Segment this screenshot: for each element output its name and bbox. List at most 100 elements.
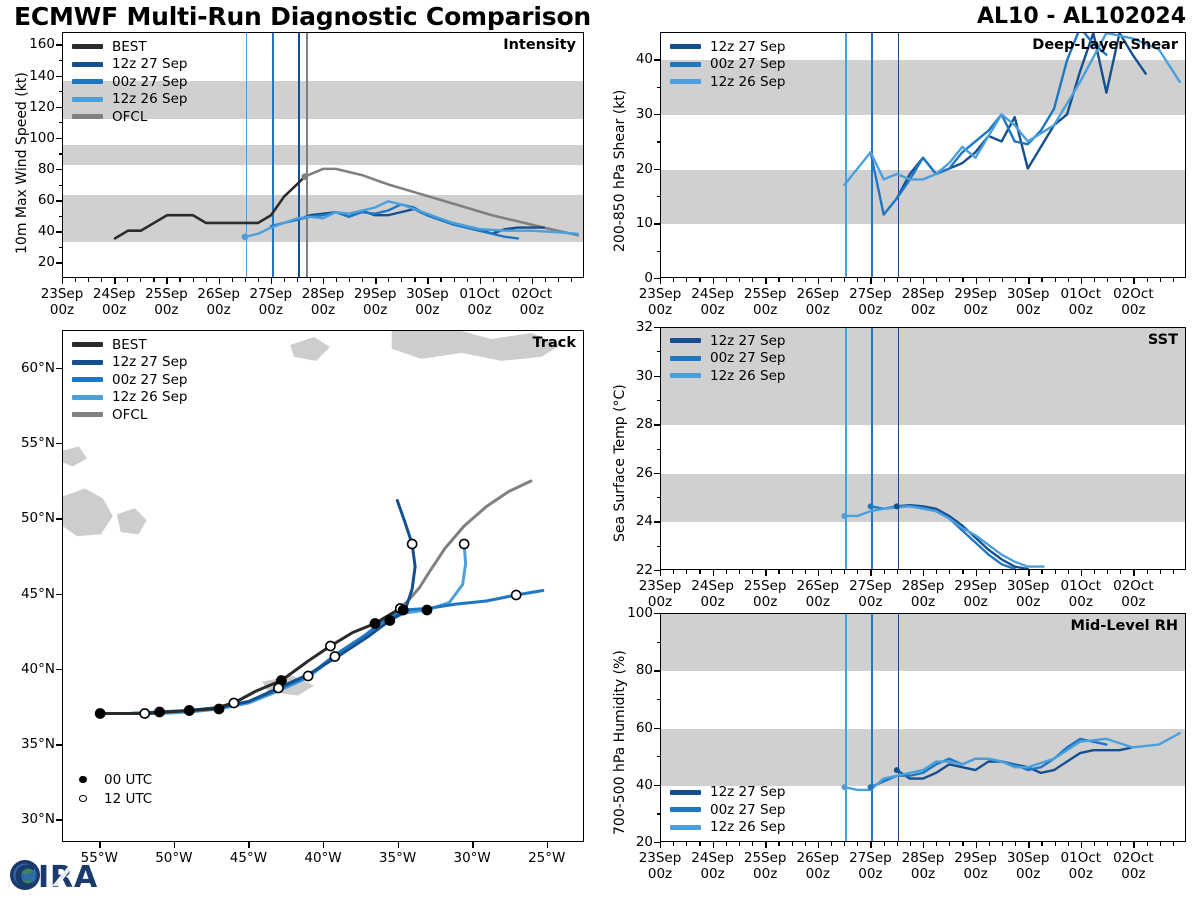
legend-item[interactable]: 00z 27 Sep (670, 801, 785, 819)
x-minor-tick (909, 278, 912, 282)
x-minor-tick (1093, 278, 1096, 282)
track-marker-00utc (397, 604, 409, 616)
legend-item[interactable]: 12z 27 Sep (72, 56, 187, 74)
legend-item[interactable]: 12z 26 Sep (72, 389, 187, 407)
x-tick-mark (1080, 278, 1083, 284)
x-tick-date: 23Sep (638, 850, 682, 866)
legend-item[interactable]: 12z 27 Sep (72, 354, 187, 372)
track-y-tick-mark (56, 518, 62, 520)
x-minor-tick (804, 842, 806, 846)
legend-item[interactable]: 12z 27 Sep (670, 784, 785, 802)
legend-label: 00z 27 Sep (710, 56, 786, 73)
track-marker-12utc (273, 682, 284, 694)
track-line (398, 479, 533, 610)
legend-item[interactable]: 00z 27 Sep (670, 350, 785, 368)
track-marker-12utc (302, 670, 314, 682)
track-x-tick-mark (397, 842, 399, 848)
filled-circle-icon (79, 775, 87, 784)
y-minor-tick (656, 351, 660, 353)
legend-item[interactable]: OFCL (72, 406, 187, 424)
x-tick-date: 02Oct (1113, 286, 1154, 302)
x-tick-date: 25Sep (743, 286, 787, 302)
shaded-band (661, 376, 1185, 426)
x-minor-tick (949, 570, 951, 574)
legend-label: 12z 26 Sep (112, 389, 188, 406)
x-tick-hour: 00z (858, 865, 883, 882)
x-tick-hour: 00z (700, 593, 725, 610)
init-time-line (297, 33, 300, 277)
legend-item[interactable]: 12z 27 Sep (670, 38, 785, 56)
x-minor-tick (673, 278, 675, 282)
shaded-band (661, 473, 1185, 523)
legend-item[interactable]: BEST (72, 38, 187, 56)
x-minor-tick (752, 570, 754, 574)
series-line (843, 731, 1181, 792)
legend-item[interactable]: 00z 27 Sep (72, 73, 187, 91)
x-minor-tick (673, 842, 675, 846)
y-tick-label: 40 (635, 776, 653, 793)
rh-series-lines (841, 731, 1181, 792)
x-tick-label: 23Sep 00z (639, 578, 682, 610)
x-tick-mark (62, 278, 64, 284)
series-line (895, 503, 1029, 569)
track-y-tick-label: 45°N (20, 585, 55, 602)
x-minor-tick (1120, 278, 1122, 282)
x-minor-tick (725, 842, 727, 846)
x-minor-tick (1107, 570, 1109, 574)
y-tick-label: 100 (627, 605, 653, 621)
x-minor-tick (909, 570, 912, 574)
track-y-tick-label: 50°N (20, 510, 55, 527)
track-marker-12utc (406, 538, 418, 550)
x-tick-mark (975, 570, 977, 576)
track-marker-00utc (154, 706, 165, 718)
legend-color-swatch (72, 377, 103, 383)
sst-series-lines (841, 503, 1045, 569)
x-tick-label: 24Sep 00z (691, 850, 734, 882)
track-marker-12utc (458, 538, 470, 550)
track-line (98, 499, 417, 715)
legend-item[interactable]: 12z 27 Sep (670, 332, 785, 350)
legend-item[interactable]: 12z 26 Sep (670, 819, 785, 837)
x-minor-tick (1093, 570, 1096, 574)
legend-item[interactable]: BEST (72, 336, 187, 354)
x-minor-tick (988, 570, 990, 574)
x-minor-tick (791, 570, 793, 574)
y-tick-mark (654, 114, 660, 116)
legend-item[interactable]: 12z 26 Sep (670, 73, 785, 91)
x-minor-tick (804, 278, 806, 282)
legend-item[interactable]: 12z 26 Sep (670, 367, 785, 385)
x-minor-tick (544, 278, 547, 282)
track-marker-00utc (94, 708, 106, 719)
legend-item[interactable]: 00z 27 Sep (72, 371, 187, 389)
x-tick-label: 02Oct 00z (1113, 850, 1154, 882)
intensity-series-lines (113, 167, 580, 241)
x-tick-mark (712, 570, 714, 576)
shaded-band (661, 728, 1185, 786)
x-minor-tick (192, 278, 194, 282)
legend-item[interactable]: 12z 26 Sep (72, 91, 187, 109)
legend-label: BEST (112, 38, 147, 55)
x-minor-tick (830, 842, 833, 846)
track-x-tick-mark (546, 842, 549, 848)
x-minor-tick (1159, 570, 1161, 574)
x-tick-date: 25Sep (743, 850, 787, 866)
legend-label: BEST (112, 336, 147, 353)
x-minor-tick (362, 278, 364, 282)
x-tick-label: 28Sep 00z (302, 286, 345, 318)
legend-item[interactable]: OFCL (72, 108, 187, 126)
x-tick-date: 25Sep (743, 578, 787, 594)
marker-legend-item: 12 UTC (76, 789, 152, 808)
x-tick-date: 01Oct (1060, 850, 1102, 866)
run-start-marker (893, 767, 900, 774)
x-minor-tick (1146, 570, 1148, 574)
x-tick-hour: 00z (753, 593, 778, 610)
track-plot-area: Track (62, 330, 584, 842)
x-minor-tick (401, 278, 403, 282)
legend-label: 00z 27 Sep (112, 371, 188, 388)
marker-legend-item: 00 UTC (76, 770, 152, 789)
track-legend: BEST 12z 27 Sep 00z 27 Sep 12z 26 Sep OFCL (72, 336, 187, 424)
legend-item[interactable]: 00z 27 Sep (670, 56, 785, 74)
series-line (843, 33, 1181, 187)
y-tick-label: 60 (635, 719, 653, 736)
